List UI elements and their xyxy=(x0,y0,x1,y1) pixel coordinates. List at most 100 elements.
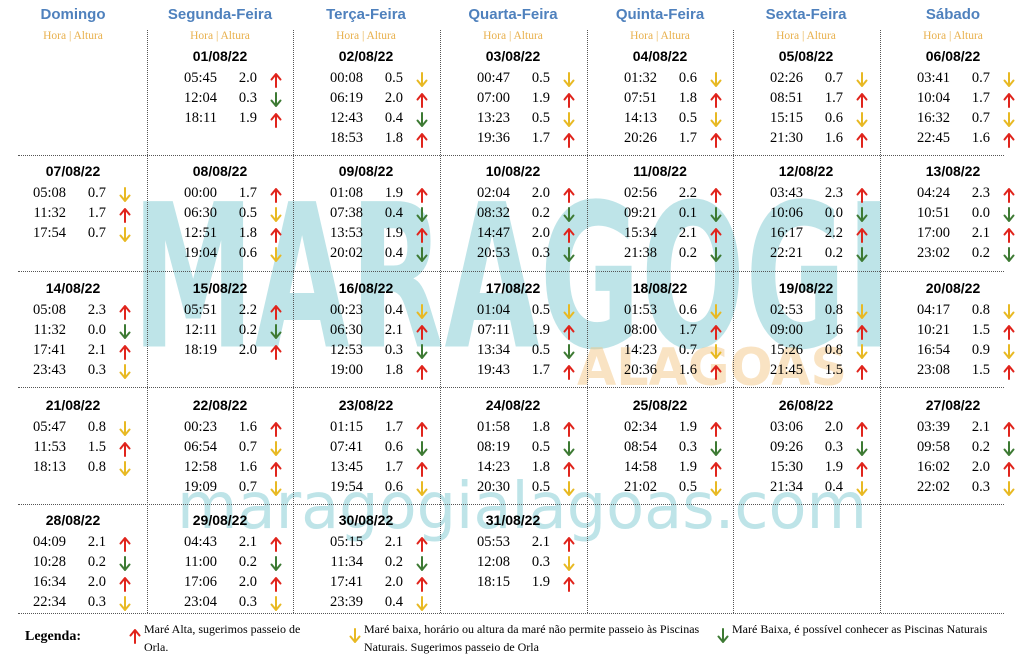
tide-time: 01:53 xyxy=(623,302,657,318)
tide-row: 00:00 1.7 xyxy=(169,185,289,205)
tide-height: 0.6 xyxy=(384,439,403,455)
arrow-down-green-icon xyxy=(562,441,576,457)
tide-row: 01:08 1.9 xyxy=(315,185,435,205)
tide-height: 1.6 xyxy=(824,322,843,338)
tide-time: 17:41 xyxy=(329,574,363,590)
tide-height: 2.3 xyxy=(971,185,990,201)
tide-height: 1.5 xyxy=(971,322,990,338)
arrow-up-icon xyxy=(562,227,576,243)
tide-time: 17:41 xyxy=(32,342,66,358)
arrow-down-green-icon xyxy=(269,92,283,108)
tide-time: 19:54 xyxy=(329,479,363,495)
tide-time: 05:51 xyxy=(183,302,217,318)
tide-time: 22:02 xyxy=(916,479,950,495)
day-cell: 18/08/22 01:53 0.6 08:00 1.7 14:23 0.7 20:36 1.6 xyxy=(587,280,733,390)
tide-time: 16:32 xyxy=(916,110,950,126)
cell-date: 10/08/22 xyxy=(485,163,541,179)
tide-time: 18:53 xyxy=(329,130,363,146)
tide-row: 23:08 1.5 xyxy=(902,362,1022,382)
tide-row: 16:54 0.9 xyxy=(902,342,1022,362)
hour-height-subheader: Hora | Altura xyxy=(923,30,983,42)
tide-time: 22:45 xyxy=(916,130,950,146)
tide-row: 19:43 1.7 xyxy=(462,362,582,382)
tide-height: 0.7 xyxy=(824,70,843,86)
cell-date: 30/08/22 xyxy=(338,512,394,528)
tide-height: 1.7 xyxy=(384,459,403,475)
tide-height: 0.3 xyxy=(87,362,106,378)
tide-height: 2.0 xyxy=(384,574,403,590)
tide-row: 05:47 0.8 xyxy=(18,419,138,439)
arrow-down-yellow-icon xyxy=(415,72,429,88)
day-cell: 10/08/22 02:04 2.0 08:32 0.2 14:47 2.0 20:53 0.3 xyxy=(440,163,586,273)
arrow-down-yellow-icon xyxy=(855,72,869,88)
tide-time: 06:54 xyxy=(183,439,217,455)
tide-row: 17:41 2.0 xyxy=(315,574,435,594)
tide-height: 0.8 xyxy=(87,459,106,475)
tide-row: 03:06 2.0 xyxy=(755,419,875,439)
tide-row: 05:51 2.2 xyxy=(169,302,289,322)
tide-row: 16:34 2.0 xyxy=(18,574,138,594)
tide-height: 2.1 xyxy=(87,342,106,358)
tide-time: 21:34 xyxy=(769,479,803,495)
tide-time: 04:09 xyxy=(32,534,66,550)
tide-row: 23:39 0.4 xyxy=(315,594,435,614)
tide-time: 12:08 xyxy=(476,554,510,570)
tide-row: 14:47 2.0 xyxy=(462,225,582,245)
tide-height: 2.2 xyxy=(678,185,697,201)
tide-row: 20:30 0.5 xyxy=(462,479,582,499)
tide-height: 0.3 xyxy=(971,479,990,495)
tide-height: 1.9 xyxy=(678,419,697,435)
tide-height: 0.2 xyxy=(971,245,990,261)
tide-row: 17:06 2.0 xyxy=(169,574,289,594)
arrow-up-icon xyxy=(415,187,429,203)
tide-time: 05:08 xyxy=(32,302,66,318)
tide-row: 15:26 0.8 xyxy=(755,342,875,362)
tide-row: 21:45 1.5 xyxy=(755,362,875,382)
tide-row: 14:23 1.8 xyxy=(462,459,582,479)
arrow-down-green-icon xyxy=(709,441,723,457)
legend-title: Legenda: xyxy=(25,629,81,644)
arrow-up-icon xyxy=(709,227,723,243)
tide-row: 01:58 1.8 xyxy=(462,419,582,439)
arrow-down-green-icon xyxy=(415,207,429,223)
row-divider xyxy=(18,271,1004,272)
cell-date: 09/08/22 xyxy=(338,163,394,179)
arrow-up-icon xyxy=(562,421,576,437)
day-cell: 14/08/22 05:08 2.3 11:32 0.0 17:41 2.1 23:43 0.3 xyxy=(0,280,146,390)
tide-time: 19:09 xyxy=(183,479,217,495)
arrow-up-icon xyxy=(415,132,429,148)
arrow-down-green-icon xyxy=(415,344,429,360)
tide-time: 09:21 xyxy=(623,205,657,221)
tide-height: 0.3 xyxy=(678,439,697,455)
tide-time: 01:32 xyxy=(623,70,657,86)
tide-row: 13:23 0.5 xyxy=(462,110,582,130)
arrow-down-yellow-icon xyxy=(269,481,283,497)
tide-time: 12:43 xyxy=(329,110,363,126)
tide-row: 21:34 0.4 xyxy=(755,479,875,499)
arrow-up-icon xyxy=(562,187,576,203)
tide-height: 1.8 xyxy=(678,90,697,106)
tide-row: 12:43 0.4 xyxy=(315,110,435,130)
tide-row: 22:02 0.3 xyxy=(902,479,1022,499)
day-cell: 13/08/22 04:24 2.3 10:51 0.0 17:00 2.1 23:02 0.2 xyxy=(880,163,1024,273)
hour-height-subheader: Hora | Altura xyxy=(336,30,396,42)
tide-time: 11:34 xyxy=(330,554,364,570)
arrow-down-yellow-icon xyxy=(348,628,362,644)
tide-time: 02:53 xyxy=(769,302,803,318)
tide-row: 05:15 2.1 xyxy=(315,534,435,554)
arrow-down-green-icon xyxy=(415,112,429,128)
tide-time: 14:13 xyxy=(623,110,657,126)
column-divider xyxy=(440,30,441,613)
tide-row: 07:00 1.9 xyxy=(462,90,582,110)
day-cell: 28/08/22 04:09 2.1 10:28 0.2 16:34 2.0 22:34 0.3 xyxy=(0,512,146,622)
tide-height: 0.3 xyxy=(531,554,550,570)
tide-time: 16:02 xyxy=(916,459,950,475)
tide-time: 13:34 xyxy=(476,342,510,358)
column-divider xyxy=(293,30,294,613)
tide-row: 18:11 1.9 xyxy=(169,110,289,130)
arrow-down-green-icon xyxy=(415,247,429,263)
tide-height: 0.2 xyxy=(87,554,106,570)
arrow-up-icon xyxy=(1002,132,1016,148)
tide-time: 12:51 xyxy=(183,225,217,241)
